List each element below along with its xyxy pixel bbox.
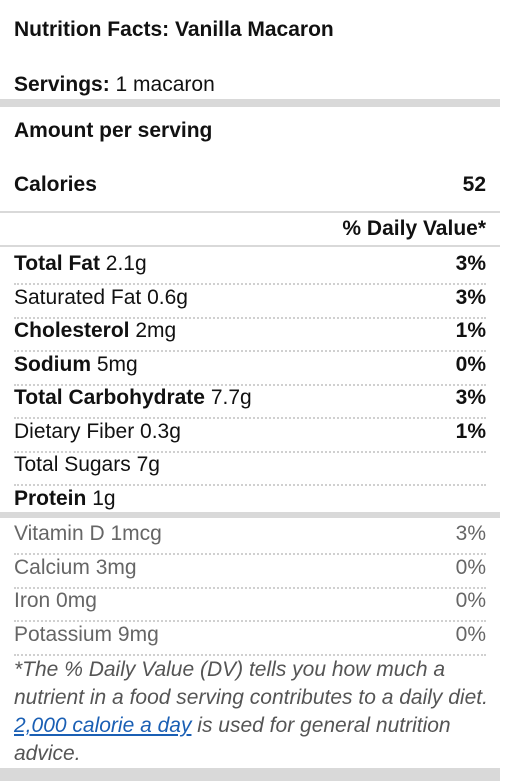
dotted-divider [14, 450, 486, 453]
nutrient-amount: 2mg [135, 319, 177, 342]
nutrient-daily-value: 3% [455, 285, 486, 309]
nutrient-daily-value: 1% [455, 419, 486, 443]
footnote-text-before: *The % Daily Value (DV) tells you how mu… [14, 658, 488, 709]
nutrient-name: Total Fat [14, 252, 100, 275]
nutrient-name: Sodium [14, 352, 91, 376]
nutrient-amount: 5mg [96, 352, 138, 376]
nutrient-amount: 2.1g [105, 252, 147, 275]
nutrient-name-amount: Saturated Fat 0.6g [14, 286, 188, 310]
dotted-divider [14, 383, 486, 386]
vitamin-name: Vitamin D [14, 522, 105, 545]
dotted-divider [14, 316, 486, 319]
vitamin-name-amount: Vitamin D 1mcg [14, 522, 162, 546]
vitamin-daily-value: 0% [455, 555, 486, 579]
vitamin-name: Iron [14, 589, 51, 612]
vitamin-name: Potassium [14, 622, 113, 646]
nutrient-name-amount: Total Fat 2.1g [14, 252, 147, 276]
bottom-bar [0, 768, 500, 781]
calories-divider [0, 211, 500, 213]
amount-label: Amount per serving [14, 119, 213, 142]
nutrient-amount: 1g [92, 486, 116, 510]
vitamin-amount: 3mg [95, 555, 137, 579]
vitamin-row: Vitamin D 1mcg 3% [14, 522, 486, 546]
calories-row: Calories 52 [14, 173, 486, 197]
servings-label: Servings: [14, 73, 110, 96]
servings-row: Servings: 1 macaron [14, 73, 486, 97]
nutrient-name-amount: Sodium 5mg [14, 353, 138, 377]
nutrient-amount: 7g [136, 453, 160, 476]
nutrient-row: Total Carbohydrate 7.7g 3% [14, 386, 486, 419]
vitamin-amount: 0mg [56, 589, 97, 612]
dotted-divider [14, 653, 486, 656]
vitamin-amount: 9mg [117, 622, 159, 646]
dotted-divider [14, 350, 486, 352]
vitamin-divider [0, 512, 500, 518]
thick-divider [0, 99, 500, 107]
vitamin-daily-value: 0% [455, 622, 486, 646]
dotted-divider [14, 484, 486, 486]
nutrient-name: Protein [14, 486, 87, 510]
footnote-text-after: is used for general nutrition advice. [14, 714, 451, 765]
nutrient-name-amount: Dietary Fiber 0.3g [14, 420, 181, 444]
dotted-divider [14, 620, 486, 622]
nutrient-name: Total Sugars [14, 453, 131, 476]
vitamin-name-amount: Calcium 3mg [14, 556, 137, 580]
vitamin-name: Calcium [14, 555, 90, 579]
nutrient-name: Total Carbohydrate [14, 386, 205, 409]
dotted-divider [14, 553, 486, 555]
servings-value: 1 macaron [115, 73, 215, 96]
dv-header-text: % Daily Value* [342, 217, 486, 240]
vitamin-row: Calcium 3mg 0% [14, 556, 486, 580]
nutrient-row: Saturated Fat 0.6g 3% [14, 286, 486, 319]
vitamin-daily-value: 0% [455, 589, 486, 612]
vitamin-name-amount: Iron 0mg [14, 589, 97, 613]
servings-text: Servings: 1 macaron [14, 73, 215, 97]
nutrient-name-amount: Cholesterol 2mg [14, 319, 176, 343]
dotted-divider [14, 586, 486, 589]
calories-value: 52 [462, 173, 486, 196]
nutrient-name: Dietary Fiber [14, 419, 135, 443]
nutrient-name-amount: Total Carbohydrate 7.7g [14, 386, 252, 410]
daily-value-header: % Daily Value* [14, 217, 486, 241]
nutrient-row: Total Fat 2.1g 3% [14, 252, 486, 285]
nutrient-row: Protein 1g [14, 487, 486, 520]
title-text: Nutrition Facts: Vanilla Macaron [14, 18, 334, 41]
nutrient-amount: 0.3g [140, 419, 181, 443]
nutrient-row: Cholesterol 2mg 1% [14, 319, 486, 352]
dotted-divider [14, 417, 486, 419]
nutrient-daily-value: 3% [455, 386, 486, 409]
nutrient-daily-value: 0% [455, 352, 486, 376]
nutrient-row: Sodium 5mg 0% [14, 353, 486, 386]
vitamin-daily-value: 3% [455, 522, 486, 545]
nutrient-amount: 7.7g [210, 386, 252, 409]
dv-divider [0, 245, 500, 247]
label-title: Nutrition Facts: Vanilla Macaron [14, 18, 486, 42]
amount-per-serving: Amount per serving [14, 119, 486, 143]
nutrient-name-amount: Total Sugars 7g [14, 453, 160, 477]
vitamin-row: Iron 0mg 0% [14, 589, 486, 613]
dotted-divider [14, 283, 486, 285]
nutrient-name: Saturated Fat [14, 285, 142, 309]
nutrient-daily-value: 3% [455, 252, 486, 275]
nutrient-amount: 0.6g [147, 285, 188, 309]
vitamin-name-amount: Potassium 9mg [14, 623, 159, 647]
footnote: *The % Daily Value (DV) tells you how mu… [14, 656, 492, 768]
vitamin-amount: 1mcg [110, 522, 162, 545]
nutrient-name: Cholesterol [14, 319, 130, 342]
daily-calorie-link[interactable]: 2,000 calorie a day [14, 714, 192, 737]
calories-label: Calories [14, 173, 97, 196]
nutrient-daily-value: 1% [455, 319, 486, 342]
nutrient-row: Total Sugars 7g [14, 453, 486, 486]
nutrient-name-amount: Protein 1g [14, 487, 116, 511]
vitamin-row: Potassium 9mg 0% [14, 623, 486, 647]
nutrient-row: Dietary Fiber 0.3g 1% [14, 420, 486, 453]
